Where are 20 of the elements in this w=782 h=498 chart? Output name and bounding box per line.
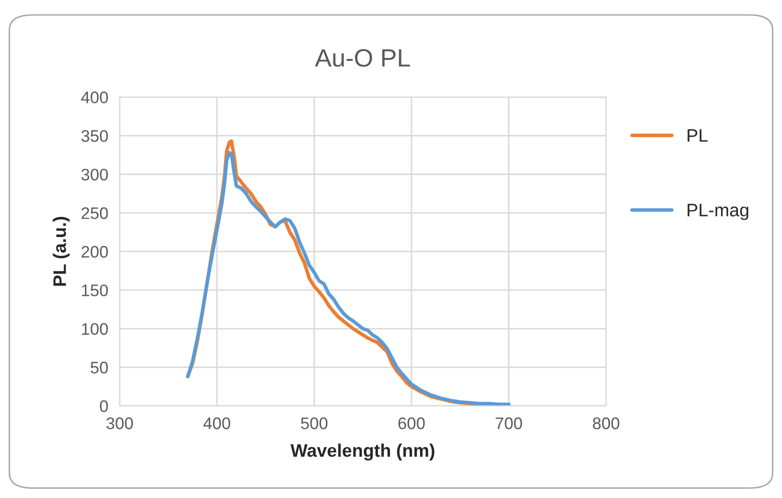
y-tick-label: 100: [82, 323, 108, 335]
y-tick-label: 200: [82, 246, 108, 258]
legend-label: PL-mag: [688, 204, 748, 220]
x-tick-label: 500: [300, 417, 328, 430]
y-tick-label: 350: [81, 130, 108, 142]
y-tick-label: 50: [90, 362, 108, 374]
y-tick-label: 150: [82, 284, 108, 296]
y-tick-label: 400: [81, 92, 108, 104]
y-tick-label: 0: [100, 400, 108, 412]
x-tick-label: 800: [592, 417, 620, 430]
y-tick-label: 250: [82, 207, 108, 220]
x-tick-label: 600: [398, 417, 425, 430]
x-axis-title: Wavelength (nm): [290, 444, 434, 461]
y-tick-label: 300: [81, 168, 108, 181]
legend-label: PL: [688, 129, 708, 142]
chart-title: Au-O PL: [314, 49, 410, 67]
y-axis-title: PL (a.u.): [52, 216, 70, 286]
x-tick-label: 700: [496, 417, 522, 430]
x-tick-label: 400: [203, 417, 230, 430]
x-tick-label: 300: [106, 417, 133, 430]
